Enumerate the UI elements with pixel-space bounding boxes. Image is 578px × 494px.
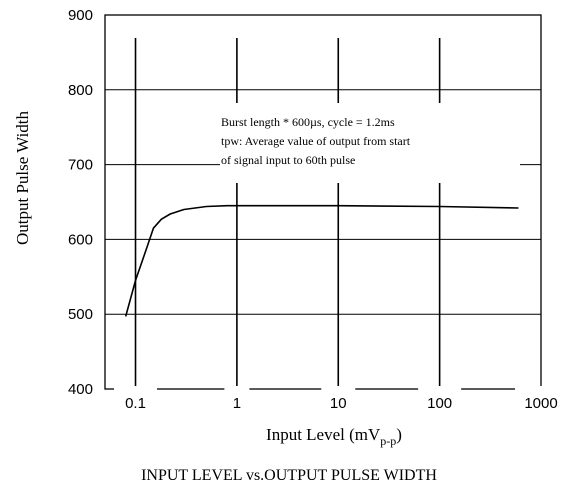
annotation-line-3: of signal input to 60th pulse — [221, 153, 355, 167]
annotation-mask — [220, 103, 520, 183]
x-tick-label-gap — [515, 386, 567, 392]
x-axis-label-subscript: p-p — [380, 434, 396, 448]
chart-title: INPUT LEVEL vs.OUTPUT PULSE WIDTH — [141, 467, 437, 484]
y-tick-label: 500 — [68, 306, 93, 323]
y-tick-label: 800 — [68, 82, 93, 99]
x-axis-label-close: ) — [396, 425, 402, 444]
x-axis-label: Input Level (mVp-p) — [266, 425, 402, 448]
plot-frame — [104, 14, 542, 390]
x-tick-label-gap — [224, 386, 250, 392]
x-tick-label-gap — [321, 386, 356, 392]
series-line — [124, 204, 519, 317]
mark-layer — [124, 204, 519, 317]
annotation-line-2: tpw: Average value of output from start — [221, 134, 411, 148]
x-tick-label: 10 — [330, 395, 347, 412]
grid-layer — [105, 38, 541, 389]
tick-layer: 400 500 600 700 800 900 0.1 1 10 100 1000 — [68, 7, 567, 412]
x-tick-label-gap — [418, 386, 462, 392]
x-tick-label-gap — [114, 386, 158, 392]
x-tick-label: 0.1 — [125, 395, 146, 412]
y-tick-label: 600 — [68, 231, 93, 248]
annotation-line-1: Burst length * 600µs, cycle = 1.2ms — [221, 115, 395, 129]
x-tick-label: 1000 — [524, 395, 557, 412]
x-tick-label: 100 — [427, 395, 452, 412]
y-tick-label: 900 — [68, 7, 93, 24]
y-tick-label: 700 — [68, 157, 93, 174]
x-tick-label: 1 — [233, 395, 241, 412]
y-tick-label: 400 — [68, 381, 93, 398]
x-axis-label-main: Input Level (mV — [266, 425, 381, 444]
y-axis-label: Output Pulse Width — [13, 110, 32, 245]
